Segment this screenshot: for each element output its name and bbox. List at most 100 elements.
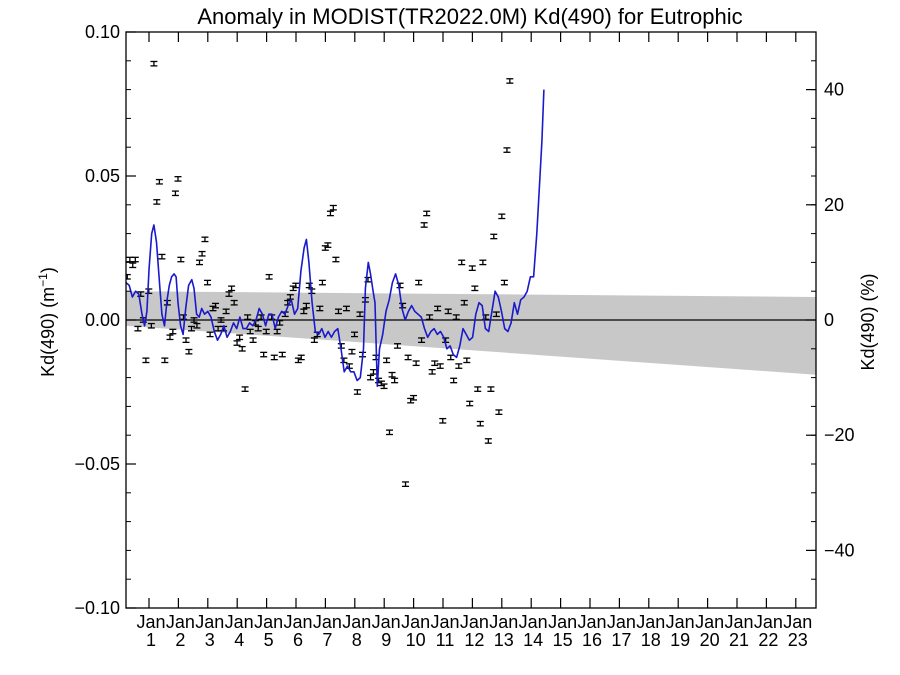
data-point [353,389,361,395]
data-point [463,357,471,364]
data-point [348,348,356,355]
y-left-tick-label: −0.10 [74,598,120,618]
x-tick-month-label: Jan [225,612,254,632]
x-tick-month-label: Jan [607,612,636,632]
data-point [225,291,233,297]
data-point [249,337,257,344]
x-tick-year-label: 12 [464,630,484,650]
x-tick-year-label: 13 [494,630,514,650]
x-tick-year-label: 14 [523,630,543,650]
data-point [318,279,326,286]
x-tick-month-label: Jan [636,612,665,632]
data-point [129,262,137,269]
y-axis-left-title: Kd(490) (m−1) [36,267,58,377]
x-tick-year-label: 18 [641,630,661,650]
data-point [498,213,506,220]
data-point [273,328,281,335]
data-point [412,360,420,367]
y-left-tick-label: −0.05 [74,454,120,474]
data-point [367,374,375,381]
x-tick-month-label: Jan [136,612,165,632]
x-tick-month-label: Jan [783,612,812,632]
data-point [166,334,174,341]
x-tick-month-label: Jan [695,612,724,632]
data-point [383,357,391,364]
data-point [329,204,337,211]
x-tick-month-label: Jan [430,612,459,632]
x-tick-month-label: Jan [372,612,401,632]
y-right-tick-label: 20 [824,195,844,215]
data-point [476,420,484,427]
data-point [495,409,503,416]
data-point [270,354,278,361]
y-left-tick-label: 0.05 [85,166,120,186]
data-point [246,328,254,335]
data-point [161,357,169,364]
plot-area: 0.100.050.00−0.05−0.1040200−20−40Jan1Jan… [74,22,854,650]
x-tick-month-label: Jan [519,612,548,632]
y-axis-left-title-sup: −1 [36,273,50,287]
data-point [147,322,155,329]
x-tick-month-label: Jan [283,612,312,632]
data-point [503,147,511,153]
x-tick-year-label: 11 [436,630,455,650]
data-point [492,311,500,318]
x-tick-year-label: 16 [582,630,602,650]
data-point [474,386,482,392]
data-point [404,354,412,361]
x-tick-month-label: Jan [195,612,224,632]
data-point [426,314,434,320]
data-point [222,308,230,315]
data-point [155,178,163,185]
x-tick-year-label: 23 [788,630,808,650]
y-axis-right-title: Kd(490) (%) [858,273,878,370]
data-point [126,256,134,263]
data-point [185,348,193,355]
x-tick-year-label: 5 [264,630,274,650]
data-point [388,371,396,378]
data-point [206,331,214,338]
data-point [134,325,142,332]
data-point [356,311,364,318]
data-point [423,210,431,217]
x-tick-year-label: 15 [553,630,573,650]
data-point [187,325,195,332]
data-point [484,438,492,444]
data-point [458,259,466,266]
x-tick-year-label: 3 [205,630,215,650]
data-point [500,279,508,286]
x-tick-year-label: 8 [352,630,362,650]
data-point [286,294,294,300]
y-right-tick-label: −40 [824,540,855,560]
data-point [278,351,286,358]
x-tick-month-label: Jan [166,612,195,632]
chart-title: Anomaly in MODIST(TR2022.0M) Kd(490) for… [197,4,742,29]
data-point [158,253,166,260]
data-point [292,282,300,289]
data-point [434,305,442,312]
x-tick-year-label: 19 [670,630,690,650]
data-point [193,322,201,329]
data-point [228,285,236,292]
data-point [410,394,418,401]
data-point [195,259,203,266]
data-point [217,317,225,323]
data-point [198,250,206,257]
data-point [468,265,476,272]
data-point [316,305,324,312]
data-point [190,317,198,323]
data-point [385,429,393,436]
data-point [351,331,359,338]
y-right-tick-label: 0 [824,310,834,330]
x-tick-year-label: 22 [758,630,778,650]
data-point [131,256,139,263]
x-tick-month-label: Jan [754,612,783,632]
data-point [439,417,447,424]
x-tick-month-label: Jan [342,612,371,632]
data-point [332,256,340,263]
data-point [182,337,190,344]
data-point [380,383,388,390]
x-tick-year-label: 4 [234,630,244,650]
x-tick-month-label: Jan [548,612,577,632]
x-tick-year-label: 10 [406,630,426,650]
